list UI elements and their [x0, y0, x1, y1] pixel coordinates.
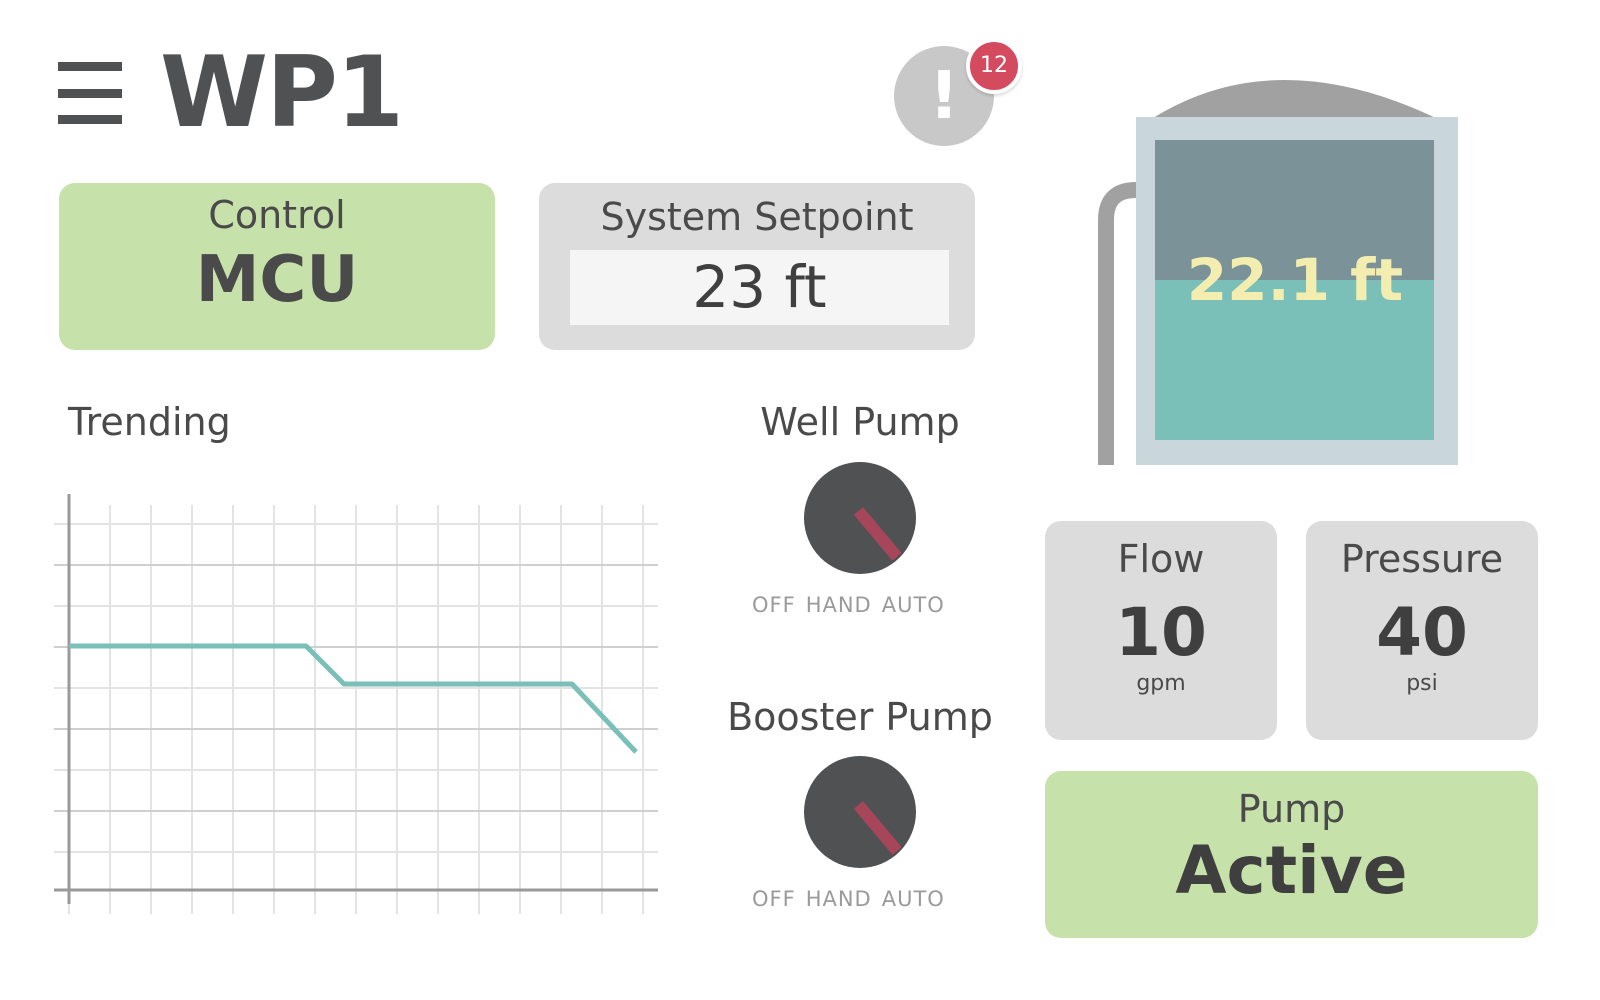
booster-pump-label: Booster Pump [727, 695, 993, 739]
flow-value: 10 [1115, 594, 1207, 671]
flow-label: Flow [1117, 537, 1205, 581]
pressure-label: Pressure [1340, 537, 1504, 581]
booster-pump-positions: OFF HAND AUTO [752, 887, 955, 911]
booster-pump-knob[interactable] [804, 756, 916, 868]
well-pump-knob[interactable] [804, 462, 916, 574]
tank-headspace [1155, 140, 1434, 280]
pressure-card: Pressure 40 psi [1306, 521, 1538, 740]
position-hand[interactable]: HAND [805, 593, 872, 617]
flow-unit: gpm [1136, 671, 1186, 696]
knob-pointer-icon [853, 507, 902, 561]
position-off[interactable]: OFF [752, 593, 796, 617]
well-pump-label: Well Pump [760, 400, 960, 444]
pump-status-label: Pump [1237, 787, 1346, 831]
setpoint-input[interactable]: 23 ft [570, 250, 949, 325]
trending-label: Trending [68, 400, 231, 444]
alarm-count-badge[interactable]: 12 [966, 38, 1022, 94]
tank-water-level [1155, 280, 1434, 440]
position-off[interactable]: OFF [752, 887, 796, 911]
menu-icon[interactable] [58, 62, 122, 124]
flow-card: Flow 10 gpm [1045, 521, 1277, 740]
position-hand[interactable]: HAND [805, 887, 872, 911]
chart-grid [54, 505, 658, 914]
inlet-pipe [1098, 182, 1140, 465]
pressure-value: 40 [1376, 594, 1468, 671]
pump-status-card[interactable]: Pump Active [1045, 771, 1538, 938]
setpoint-label: System Setpoint [600, 195, 914, 239]
trend-line [69, 643, 638, 754]
knob-pointer-icon [853, 801, 902, 855]
pump-status-value: Active [1175, 832, 1408, 909]
storage-tank [1098, 80, 1458, 465]
system-setpoint-card: System Setpoint 23 ft [539, 183, 975, 350]
position-auto[interactable]: AUTO [881, 887, 945, 911]
well-pump-selector[interactable] [740, 462, 980, 582]
alert-icon: ! [928, 57, 960, 134]
page-title: WP1 [160, 36, 404, 150]
well-pump-positions: OFF HAND AUTO [752, 593, 955, 617]
position-auto[interactable]: AUTO [881, 593, 945, 617]
control-value: MCU [195, 243, 359, 317]
control-label: Control [208, 193, 346, 237]
tank-level-value: 22.1 ft [1186, 246, 1404, 314]
trending-chart [54, 494, 658, 914]
pressure-unit: psi [1406, 671, 1438, 696]
control-card[interactable]: Control MCU [59, 183, 495, 350]
tank-roof [1150, 80, 1440, 120]
booster-pump-selector[interactable] [740, 756, 980, 876]
